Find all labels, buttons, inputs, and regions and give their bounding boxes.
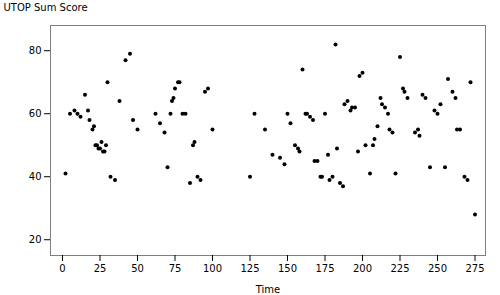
svg-text:75: 75	[169, 263, 182, 274]
svg-text:UTOP Sum Score: UTOP Sum Score	[4, 2, 88, 13]
svg-text:50: 50	[131, 263, 144, 274]
svg-text:250: 250	[428, 263, 447, 274]
svg-text:25: 25	[94, 263, 107, 274]
svg-text:20: 20	[29, 234, 42, 245]
svg-text:175: 175	[315, 263, 334, 274]
svg-text:100: 100	[203, 263, 222, 274]
svg-text:80: 80	[29, 45, 42, 56]
svg-text:125: 125	[240, 263, 259, 274]
svg-text:Time: Time	[255, 284, 280, 295]
svg-text:0: 0	[59, 263, 65, 274]
svg-text:200: 200	[353, 263, 372, 274]
svg-text:40: 40	[29, 171, 42, 182]
svg-text:150: 150	[278, 263, 297, 274]
svg-text:275: 275	[465, 263, 484, 274]
svg-text:225: 225	[390, 263, 409, 274]
svg-text:60: 60	[29, 108, 42, 119]
